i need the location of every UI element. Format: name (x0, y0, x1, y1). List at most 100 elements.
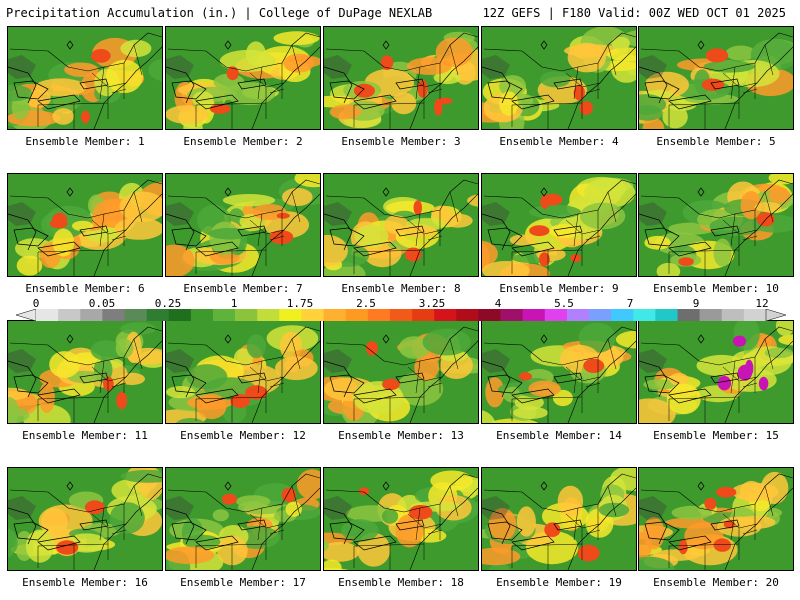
colorbar-swatch (124, 309, 147, 321)
ensemble-member-map (638, 26, 794, 130)
ensemble-member-map (638, 467, 794, 571)
colorbar-swatch (522, 309, 546, 321)
colorbar-swatch (212, 309, 236, 321)
precip-field (639, 174, 793, 276)
colorbar-swatch (323, 309, 346, 321)
ensemble-member-label: Ensemble Member: 5 (656, 135, 776, 148)
colorbar-swatch (434, 309, 457, 321)
colorbar-swatch (146, 309, 170, 321)
colorbar-tick-label: 1 (230, 297, 238, 310)
colorbar-swatch (412, 309, 435, 321)
precip-field (324, 27, 478, 129)
colorbar-swatch (566, 309, 590, 321)
ensemble-member-map (323, 173, 479, 277)
chart-title: Precipitation Accumulation (in.) | Colle… (6, 6, 433, 20)
colorbar-swatch (611, 309, 634, 321)
colorbar-tick-label: 5.5 (554, 297, 574, 310)
colorbar-swatch (345, 309, 369, 321)
colorbar-tick-label: 7 (626, 297, 634, 310)
colorbar-swatch (655, 309, 678, 321)
precip-field (8, 468, 162, 570)
ensemble-member-label: Ensemble Member: 16 (22, 576, 148, 589)
colorbar-swatch (721, 309, 745, 321)
ensemble-member-label: Ensemble Member: 2 (183, 135, 303, 148)
ensemble-member-label: Ensemble Member: 6 (25, 282, 145, 295)
colorbar-swatch (80, 309, 103, 321)
precip-field (8, 174, 162, 276)
precip-field (8, 27, 162, 129)
precip-field (166, 468, 320, 570)
colorbar-swatch (589, 309, 612, 321)
ensemble-member-map (481, 467, 637, 571)
ensemble-member-map (165, 320, 321, 424)
colorbar-swatch (235, 309, 258, 321)
ensemble-member-label: Ensemble Member: 11 (22, 429, 148, 442)
precip-field (8, 321, 162, 423)
ensemble-member-map (638, 320, 794, 424)
ensemble-member-map (323, 467, 479, 571)
precip-field (482, 27, 636, 129)
precip-field (166, 27, 320, 129)
colorbar-swatch (58, 309, 81, 321)
colorbar-swatch (677, 309, 700, 321)
colorbar-swatch (478, 309, 501, 321)
colorbar-tick-label: 12 (755, 297, 769, 310)
colorbar-swatch (633, 309, 656, 321)
ensemble-member-label: Ensemble Member: 19 (496, 576, 622, 589)
colorbar-tick-label: 0.05 (88, 297, 116, 310)
precip-field (324, 321, 478, 423)
precip-field (166, 174, 320, 276)
colorbar-swatch (500, 309, 523, 321)
precip-field (639, 27, 793, 129)
ensemble-member-label: Ensemble Member: 10 (653, 282, 779, 295)
precip-field (482, 174, 636, 276)
precip-colorbar (16, 309, 786, 321)
colorbar-tick-label: 1.75 (286, 297, 314, 310)
ensemble-member-map (638, 173, 794, 277)
ensemble-member-label: Ensemble Member: 7 (183, 282, 303, 295)
colorbar-swatch (544, 309, 568, 321)
ensemble-member-label: Ensemble Member: 12 (180, 429, 306, 442)
colorbar-swatch (168, 309, 192, 321)
ensemble-member-map (7, 173, 163, 277)
ensemble-member-map (7, 320, 163, 424)
ensemble-member-map (323, 26, 479, 130)
precip-field (324, 174, 478, 276)
ensemble-member-map (481, 173, 637, 277)
colorbar-tick-label: 0 (32, 297, 40, 310)
ensemble-member-label: Ensemble Member: 13 (338, 429, 464, 442)
colorbar-tick-label: 0.25 (154, 297, 182, 310)
ensemble-member-label: Ensemble Member: 9 (499, 282, 619, 295)
model-run-info: 12Z GEFS | F180 Valid: 00Z WED OCT 01 20… (482, 6, 786, 20)
ensemble-member-map (7, 467, 163, 571)
precip-field (639, 321, 793, 423)
ensemble-member-label: Ensemble Member: 17 (180, 576, 306, 589)
ensemble-member-map (165, 26, 321, 130)
colorbar-swatch (301, 309, 324, 321)
precip-field (166, 321, 320, 423)
ensemble-member-label: Ensemble Member: 4 (499, 135, 619, 148)
colorbar-swatch (389, 309, 413, 321)
colorbar-swatch (36, 309, 59, 321)
precip-field (639, 468, 793, 570)
colorbar-min-arrow (16, 309, 37, 321)
colorbar-max-arrow (765, 309, 786, 321)
colorbar-tick-label: 9 (692, 297, 700, 310)
ensemble-member-label: Ensemble Member: 14 (496, 429, 622, 442)
ensemble-member-map (165, 467, 321, 571)
ensemble-member-map (165, 173, 321, 277)
ensemble-member-label: Ensemble Member: 18 (338, 576, 464, 589)
precip-field (482, 468, 636, 570)
colorbar-swatch (190, 309, 214, 321)
ensemble-member-map (323, 320, 479, 424)
colorbar-swatch (456, 309, 479, 321)
ensemble-member-map (481, 26, 637, 130)
ensemble-member-label: Ensemble Member: 15 (653, 429, 779, 442)
ensemble-member-label: Ensemble Member: 20 (653, 576, 779, 589)
ensemble-member-label: Ensemble Member: 3 (341, 135, 461, 148)
ensemble-member-label: Ensemble Member: 1 (25, 135, 145, 148)
colorbar-tick-label: 4 (494, 297, 502, 310)
precip-field (324, 468, 478, 570)
colorbar-swatch (367, 309, 391, 321)
precip-field (482, 321, 636, 423)
